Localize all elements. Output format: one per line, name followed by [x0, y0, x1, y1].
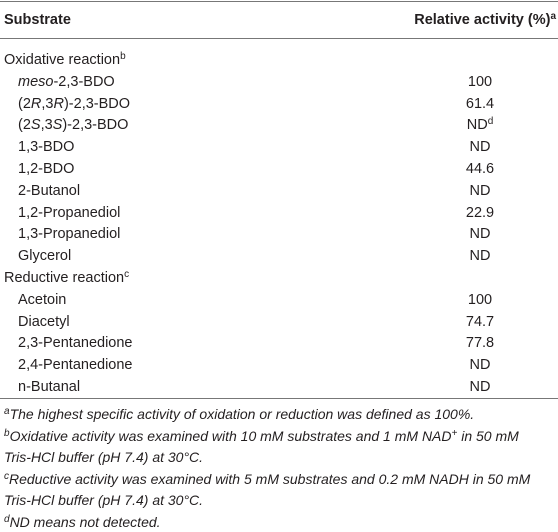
substrate-cell: 1,3-BDO: [18, 137, 74, 157]
activity-cell: ND: [430, 137, 530, 157]
substrate-cell: 1,2-BDO: [18, 159, 74, 179]
text: Relative activity (%): [414, 12, 551, 28]
substrate-cell: Acetoin: [18, 290, 66, 310]
text: 1,2-BDO: [18, 161, 75, 177]
substrate-cell: 1,2-Propanediol: [18, 203, 120, 223]
text: ND: [469, 357, 491, 374]
substrate-cell: 2-Butanol: [18, 181, 80, 201]
footnote: dND means not detected.: [4, 512, 161, 532]
italic-text: R: [53, 95, 64, 112]
activity-cell: ND: [430, 224, 530, 244]
text: 74.7: [465, 313, 495, 330]
footnote: Tris-HCl buffer (pH 7.4) at 30°C.: [4, 490, 203, 510]
italic-text: S: [30, 117, 41, 134]
text: ND: [469, 248, 491, 265]
substrate-cell: (2S,3S)-2,3-BDO: [18, 115, 128, 135]
text: 61.4: [465, 95, 495, 112]
section-label: Reductive reactionc: [4, 268, 129, 288]
text: in 50 mM: [457, 427, 519, 444]
text: ,3: [41, 95, 54, 112]
text: Reductive reaction: [4, 270, 125, 286]
superscript: d: [487, 116, 494, 128]
footnote: bOxidative activity was examined with 10…: [4, 426, 519, 446]
text: 2-Butanol: [18, 182, 81, 199]
superscript: a: [550, 11, 556, 22]
superscript: a: [4, 406, 10, 417]
text: 77.8: [465, 335, 495, 352]
activity-cell: 100: [430, 290, 530, 310]
substrate-cell: (2R,3R)-2,3-BDO: [18, 94, 130, 114]
top-rule: [0, 1, 558, 2]
activity-cell: ND: [430, 181, 530, 201]
text: )-2,3-BDO: [62, 117, 129, 134]
text: 100: [467, 291, 493, 308]
substrate-cell: 1,3-Propanediol: [18, 224, 120, 244]
text: Tris-HCl buffer (pH 7.4) at 30°C.: [4, 492, 204, 509]
text: 1,3-Propanediol: [18, 226, 121, 243]
substrate-cell: 2,4-Pentanedione: [18, 355, 133, 375]
italic-text: R: [30, 95, 42, 112]
activity-cell: ND: [430, 246, 530, 266]
text: Substrate: [4, 12, 71, 28]
text: The highest specific activity of oxidati…: [9, 406, 475, 422]
superscript: +: [451, 427, 458, 439]
text: n-Butanal: [18, 379, 81, 395]
text: 22.9: [465, 204, 495, 221]
section-label: Oxidative reactionb: [4, 50, 126, 70]
text: ND: [466, 117, 488, 134]
activity-cell: 74.7: [430, 312, 530, 332]
activity-cell: 22.9: [430, 203, 530, 223]
activity-cell: 100: [430, 72, 530, 92]
substrate-cell: Diacetyl: [18, 312, 70, 332]
substrate-cell: Glycerol: [18, 246, 71, 266]
text: 2,4-Pentanedione: [18, 357, 133, 374]
text: )-2,3-BDO: [63, 95, 131, 112]
footnote: aThe highest specific activity of oxidat…: [4, 404, 474, 424]
text: 100: [467, 73, 493, 90]
text: Oxidative activity was examined with 10 …: [9, 427, 452, 444]
text: 2,3-Pentanedione: [18, 335, 133, 352]
italic-text: meso: [18, 73, 54, 90]
activity-cell: NDd: [430, 115, 530, 135]
text: Diacetyl: [18, 313, 70, 330]
text: -2,3-BDO: [53, 73, 115, 90]
superscript: c: [4, 470, 9, 482]
italic-text: S: [52, 117, 63, 134]
activity-cell: ND: [430, 377, 530, 397]
substrate-cell: n-Butanal: [18, 377, 80, 397]
text: 44.6: [465, 161, 495, 177]
substrate-cell: 2,3-Pentanedione: [18, 333, 133, 353]
header-substrate: Substrate: [4, 10, 71, 30]
superscript: b: [120, 51, 126, 62]
activity-cell: ND: [430, 355, 530, 375]
text: 1,3-BDO: [18, 139, 75, 156]
footnote: Tris-HCl buffer (pH 7.4) at 30°C.: [4, 447, 203, 467]
text: ND: [469, 182, 491, 199]
activity-cell: 77.8: [430, 333, 530, 353]
superscript: c: [124, 269, 130, 280]
activity-cell: 61.4: [430, 94, 530, 114]
text: ND means not detected.: [9, 514, 161, 530]
text: Acetoin: [18, 291, 67, 308]
activity-cell: 44.6: [430, 159, 530, 179]
superscript: b: [4, 427, 10, 439]
text: ,3: [40, 117, 53, 134]
text: ND: [469, 226, 491, 243]
text: Reductive activity was examined with 5 m…: [9, 470, 531, 487]
text: ND: [469, 379, 491, 395]
bottom-rule: [0, 398, 558, 399]
text: Glycerol: [18, 248, 72, 265]
header-activity: Relative activity (%)a: [414, 10, 556, 30]
header-rule: [0, 38, 558, 39]
text: ND: [469, 139, 491, 156]
substrate-cell: meso-2,3-BDO: [18, 72, 115, 92]
text: (2: [18, 117, 31, 134]
text: 1,2-Propanediol: [18, 204, 121, 221]
superscript: d: [4, 514, 10, 525]
text: Oxidative reaction: [4, 52, 121, 68]
text: Tris-HCl buffer (pH 7.4) at 30°C.: [4, 449, 204, 466]
footnote: cReductive activity was examined with 5 …: [4, 469, 530, 489]
text: (2: [18, 95, 31, 112]
